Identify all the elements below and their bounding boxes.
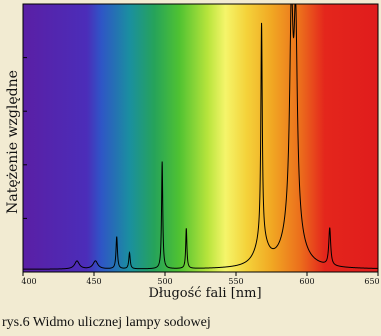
x-tick-label: 450 (86, 277, 101, 286)
y-axis-ticks (23, 57, 27, 273)
x-axis-ticks: 400 450 500 550 600 650 (21, 272, 380, 286)
plot-frame (22, 3, 379, 273)
y-axis-label: Natężenie względne (5, 70, 21, 214)
x-tick-label: 600 (299, 277, 314, 286)
figure-caption: rys.6 Widmo ulicznej lampy sodowej (2, 315, 211, 330)
series-line-spectrum (23, 3, 378, 270)
x-tick-label: 550 (228, 277, 243, 286)
x-axis-label: Długość fali [nm] (148, 286, 261, 301)
plot-background (23, 4, 378, 272)
x-tick-label: 650 (364, 277, 379, 286)
x-tick-label: 400 (21, 277, 36, 286)
x-tick-label: 500 (157, 277, 172, 286)
